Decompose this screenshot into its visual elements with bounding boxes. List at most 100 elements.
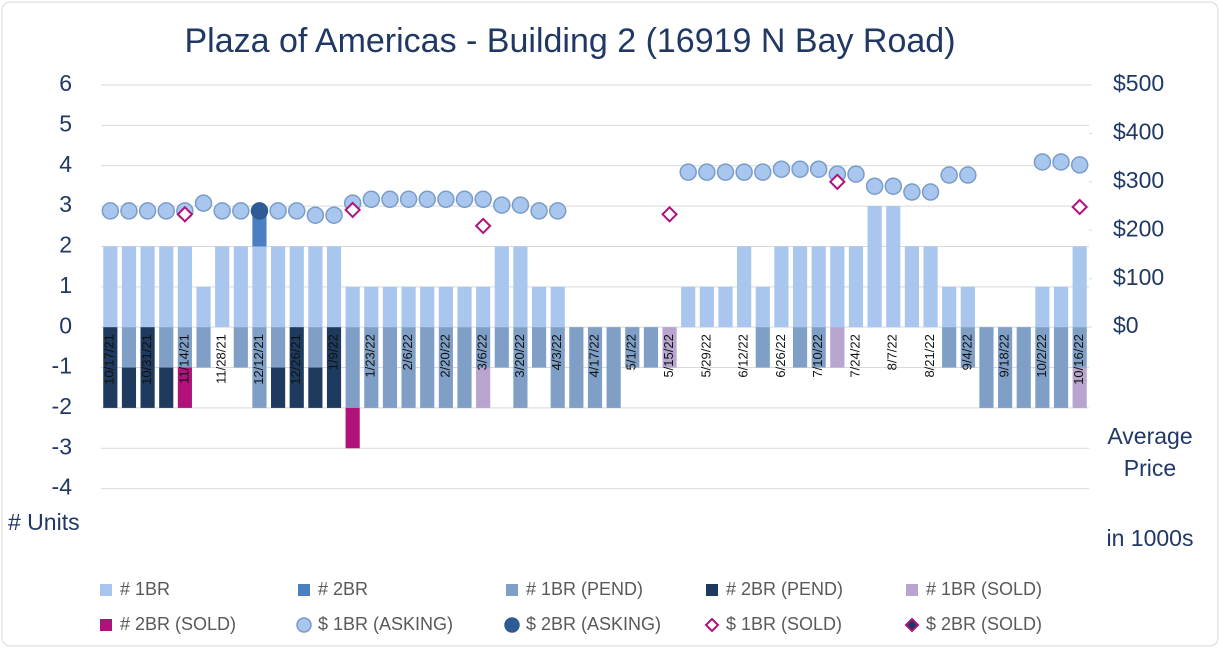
legend-swatch xyxy=(904,617,920,633)
point xyxy=(306,206,325,224)
bar xyxy=(1072,246,1087,328)
bar xyxy=(438,327,453,408)
bar xyxy=(420,286,435,328)
legend-swatch xyxy=(504,617,520,633)
y-tick-label: 4 xyxy=(59,151,72,177)
bar xyxy=(1035,286,1050,328)
x-tick-label: 2/20/22 xyxy=(437,334,452,377)
bar xyxy=(177,327,192,368)
legend-label: $ 2BR (SOLD) xyxy=(926,614,1042,634)
bar xyxy=(792,246,808,328)
y2-axis-label: Average xyxy=(1107,423,1192,449)
point xyxy=(250,202,269,220)
bar xyxy=(326,246,342,328)
point xyxy=(865,177,884,195)
point xyxy=(120,202,138,220)
point xyxy=(959,166,977,184)
bar xyxy=(811,327,826,368)
legend-label: # 2BR (SOLD) xyxy=(120,614,236,634)
bar xyxy=(1053,327,1069,408)
y-tick-label: -4 xyxy=(52,474,73,500)
bar xyxy=(513,327,528,408)
point xyxy=(344,201,362,219)
point xyxy=(884,177,903,195)
point xyxy=(847,165,865,183)
bar xyxy=(159,327,174,368)
bar xyxy=(140,246,155,328)
bar xyxy=(233,327,248,368)
legend-swatch xyxy=(906,584,918,596)
bar xyxy=(718,286,733,328)
x-tick-label: 12/12/21 xyxy=(251,334,266,385)
bar xyxy=(830,327,845,368)
bar xyxy=(103,327,118,408)
point xyxy=(1071,198,1089,216)
x-tick-label: 5/1/22 xyxy=(624,334,639,370)
bar xyxy=(140,327,155,408)
point xyxy=(399,190,418,209)
point xyxy=(735,163,753,181)
bar xyxy=(1072,327,1087,368)
legend-label: $ 1BR (ASKING) xyxy=(318,614,453,634)
x-tick-label: 1/9/22 xyxy=(325,334,340,370)
bar xyxy=(364,286,379,328)
legend-swatch xyxy=(506,584,518,596)
point xyxy=(548,202,567,220)
point xyxy=(511,196,530,214)
y-tick-label: -2 xyxy=(52,393,72,419)
x-tick-label: 3/6/22 xyxy=(475,334,490,370)
x-tick-label: 8/21/22 xyxy=(922,334,937,377)
point xyxy=(325,206,343,224)
bar xyxy=(382,286,398,328)
point xyxy=(921,183,940,201)
legend-label: # 1BR (PEND) xyxy=(526,579,643,599)
bar xyxy=(792,327,808,368)
point xyxy=(828,173,846,191)
bar xyxy=(457,286,472,328)
point xyxy=(381,190,399,209)
point xyxy=(101,202,120,220)
bar xyxy=(252,327,267,408)
y2-tick-label: $300 xyxy=(1113,167,1164,193)
bar xyxy=(345,286,360,328)
bar xyxy=(737,246,752,328)
y2-tick-label: $200 xyxy=(1113,215,1164,241)
y-tick-label: 2 xyxy=(59,232,72,258)
bar xyxy=(457,327,472,408)
bar xyxy=(271,367,286,408)
bar xyxy=(196,286,211,328)
point xyxy=(1033,153,1052,171)
y-tick-label: 3 xyxy=(59,191,72,217)
point xyxy=(176,205,194,223)
point xyxy=(138,202,157,220)
point xyxy=(232,202,250,220)
x-tick-label: 10/17/21 xyxy=(102,334,117,385)
bar xyxy=(345,407,360,449)
bar xyxy=(121,327,137,368)
y-tick-label: 6 xyxy=(59,70,72,96)
point xyxy=(493,196,511,214)
bar xyxy=(923,246,938,328)
point xyxy=(530,202,548,220)
point xyxy=(213,202,231,220)
y2-tick-label: $0 xyxy=(1113,312,1139,338)
bar xyxy=(606,327,621,408)
point xyxy=(157,202,175,220)
point xyxy=(474,190,492,209)
bar xyxy=(233,246,248,328)
point xyxy=(661,205,678,223)
bar xyxy=(625,327,640,368)
x-tick-label: 12/26/21 xyxy=(288,334,303,385)
legend-swatch xyxy=(296,617,312,633)
bar xyxy=(177,367,192,408)
point xyxy=(679,163,697,181)
bar xyxy=(531,327,547,368)
point xyxy=(1052,153,1070,171)
point xyxy=(455,190,474,209)
x-tick-label: 10/16/22 xyxy=(1071,334,1086,385)
bar xyxy=(345,327,360,408)
x-tick-label: 7/10/22 xyxy=(810,334,825,377)
bar xyxy=(550,327,565,408)
